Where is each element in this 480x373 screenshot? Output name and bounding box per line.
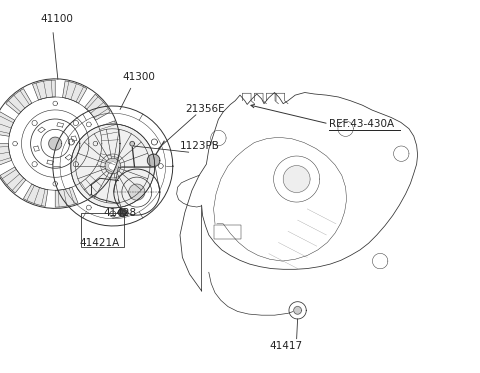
Polygon shape [105, 158, 120, 174]
Bar [214, 225, 241, 239]
Text: 21356E: 21356E [185, 104, 225, 114]
Polygon shape [283, 166, 310, 192]
Polygon shape [99, 121, 119, 144]
Text: REF.43-430A: REF.43-430A [329, 119, 394, 129]
Polygon shape [62, 81, 87, 103]
Polygon shape [49, 137, 61, 150]
Polygon shape [55, 187, 78, 207]
Polygon shape [71, 124, 155, 208]
Polygon shape [129, 184, 145, 200]
Text: 41428: 41428 [103, 208, 136, 218]
Polygon shape [119, 209, 126, 216]
Polygon shape [96, 151, 118, 175]
Polygon shape [130, 141, 134, 146]
Text: 1123PB: 1123PB [180, 141, 220, 151]
Polygon shape [0, 144, 12, 166]
Polygon shape [108, 162, 117, 170]
Polygon shape [122, 210, 128, 216]
Polygon shape [24, 184, 48, 206]
Polygon shape [0, 167, 26, 193]
Polygon shape [84, 94, 110, 120]
Polygon shape [147, 154, 160, 167]
Text: 41417: 41417 [269, 341, 302, 351]
Bar [81, 213, 124, 247]
Text: 41300: 41300 [122, 72, 155, 82]
Polygon shape [79, 173, 105, 198]
Text: 41100: 41100 [41, 14, 73, 24]
Polygon shape [0, 112, 15, 136]
Polygon shape [6, 89, 32, 114]
Text: 41421A: 41421A [79, 238, 120, 248]
Polygon shape [294, 307, 301, 314]
Polygon shape [33, 80, 55, 100]
